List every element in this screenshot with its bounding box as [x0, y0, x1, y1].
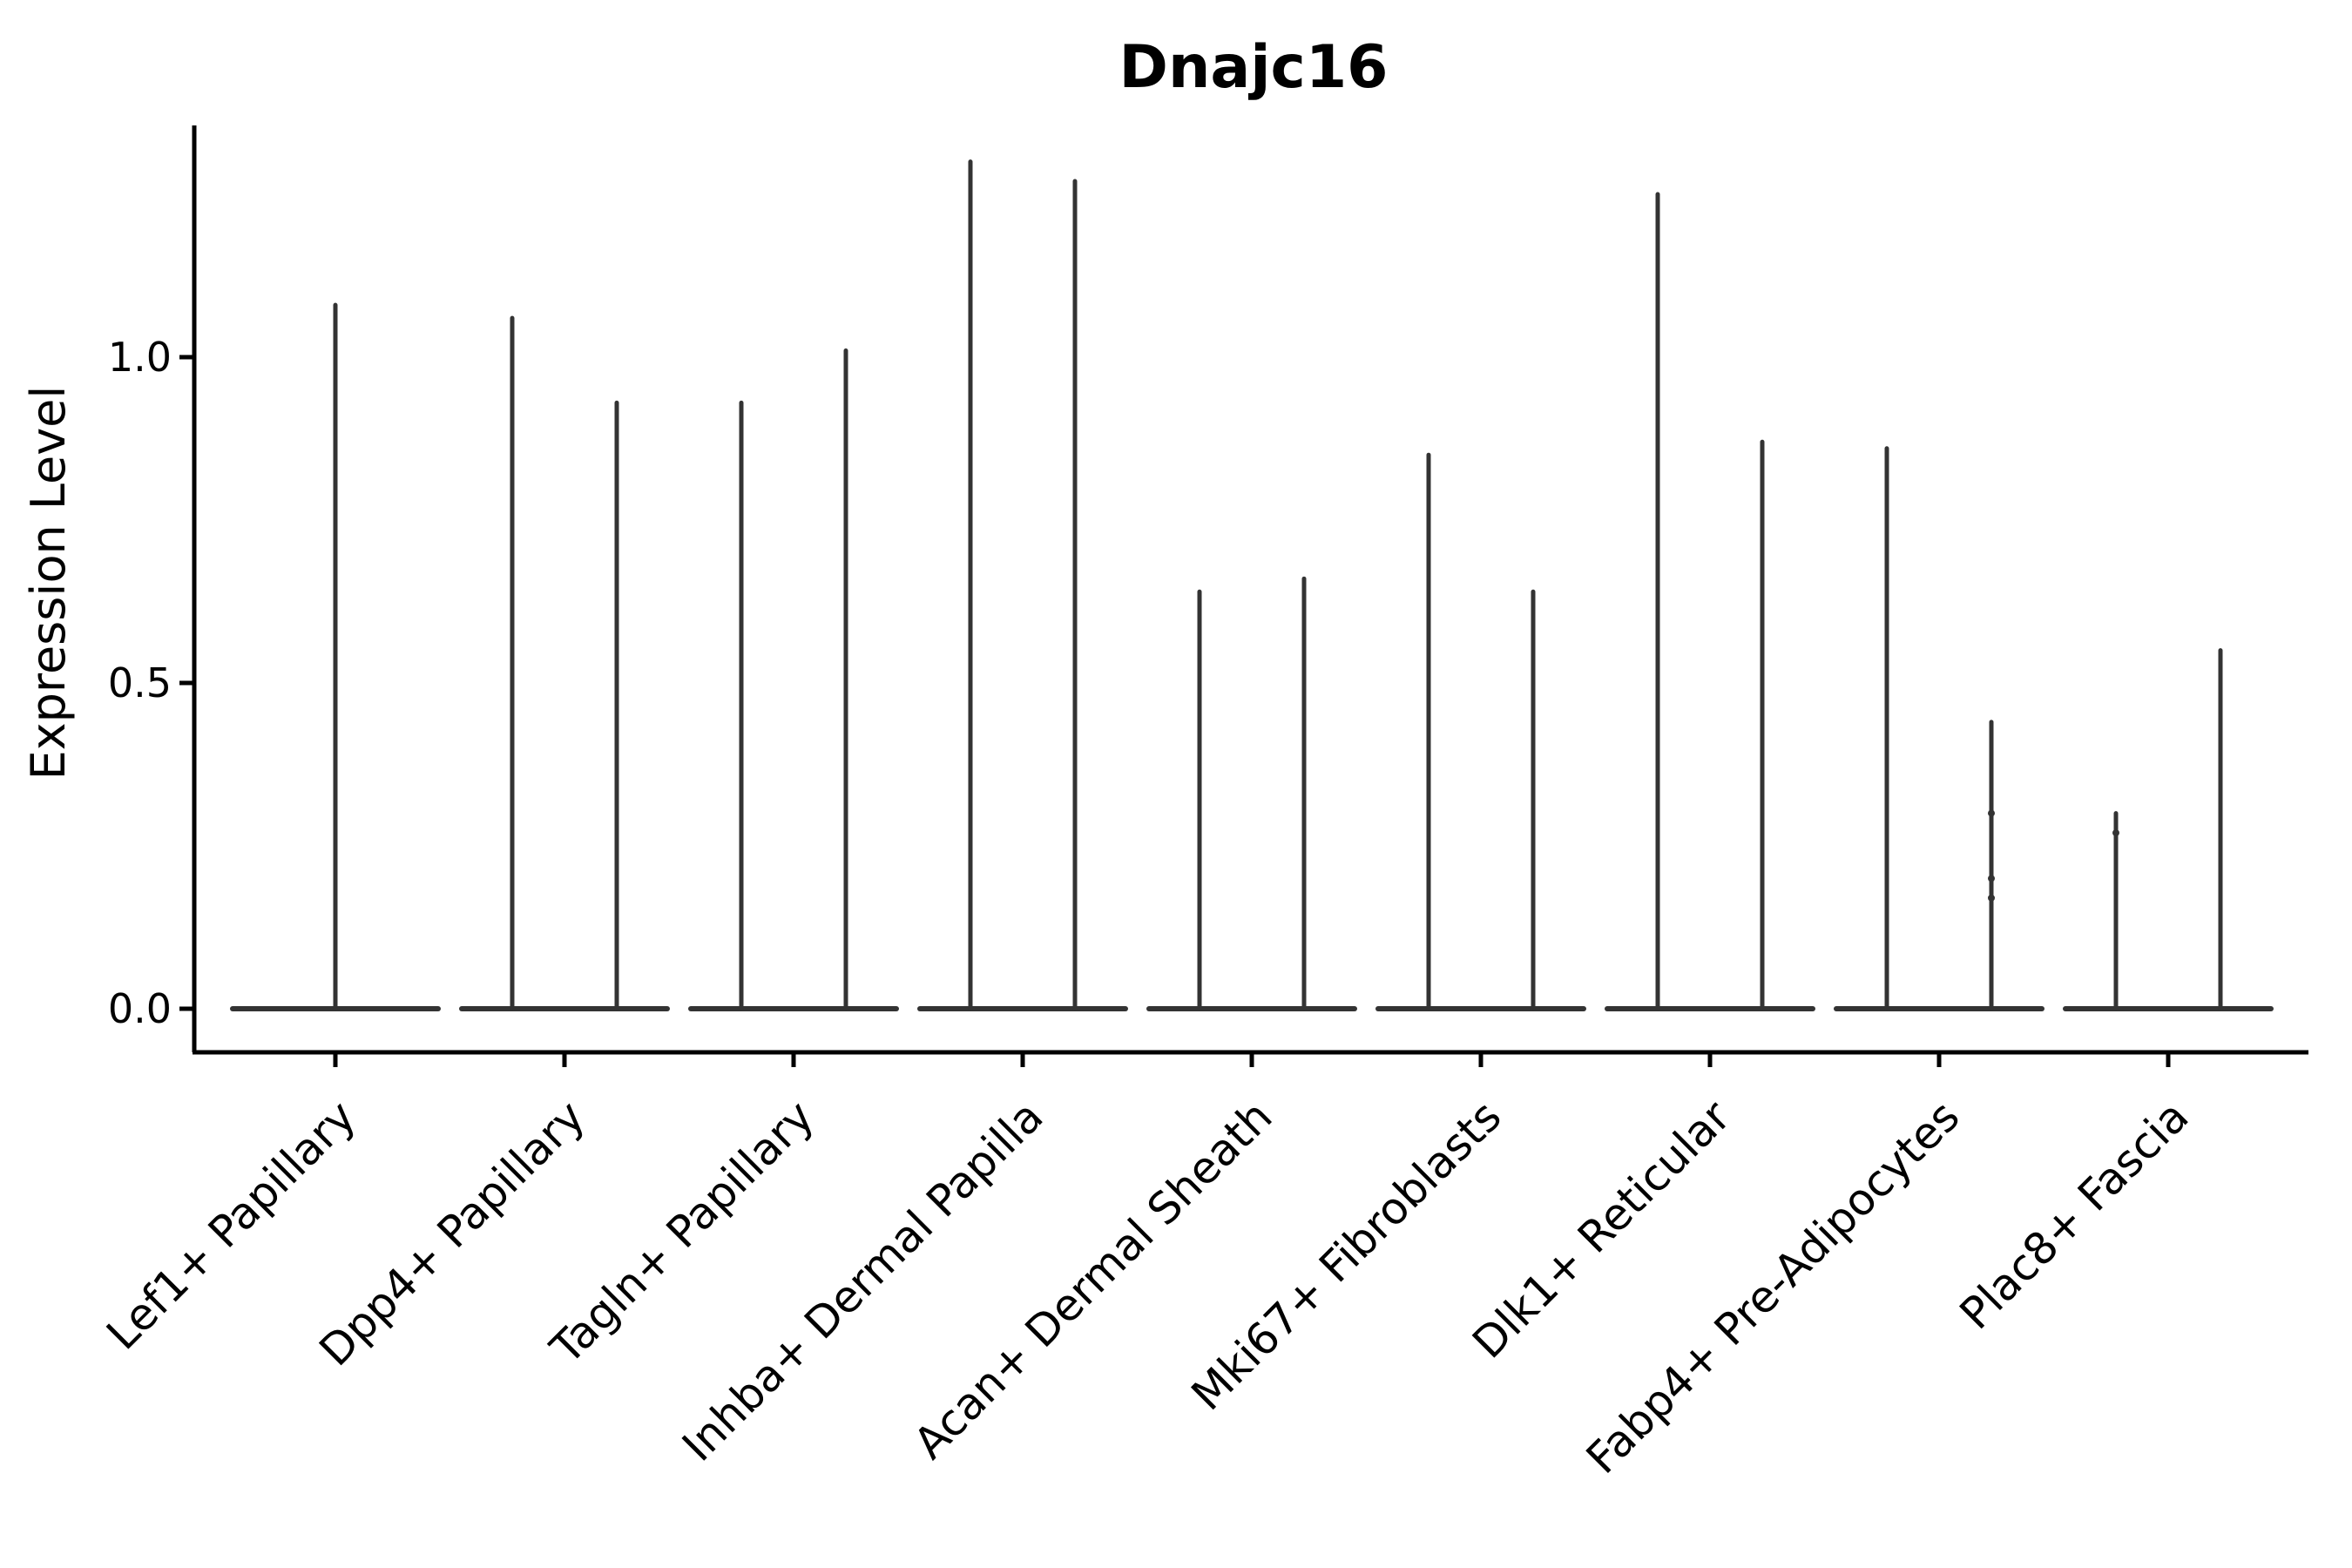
expression-point: [1988, 809, 1995, 817]
chart-title: Dnajc16: [1119, 33, 1389, 102]
y-axis-label: Expression Level: [21, 386, 76, 781]
expression-point: [1988, 894, 1995, 902]
y-tick-label: 0.5: [108, 659, 172, 706]
x-axis-category-label: Lef1+ Papillary: [97, 1091, 365, 1359]
x-axis-category-label: Fabp4+ Pre-Adipocytes: [1577, 1091, 1970, 1484]
expression-point: [1988, 875, 1995, 882]
y-tick-label: 1.0: [108, 334, 172, 381]
expression-point: [2112, 829, 2119, 837]
x-axis-category-label: Plac8+ Fascia: [1950, 1091, 2199, 1339]
y-tick-label: 0.0: [108, 985, 172, 1032]
